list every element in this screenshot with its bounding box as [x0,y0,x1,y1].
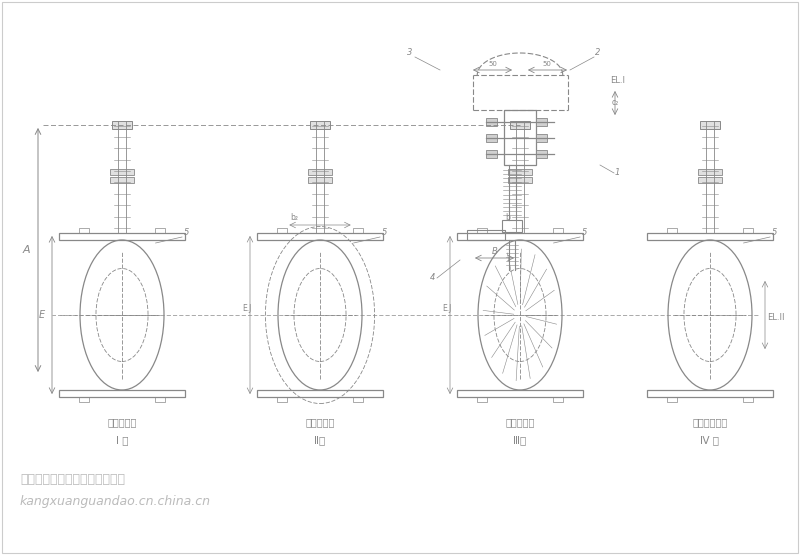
Text: A: A [22,245,30,255]
Text: 5: 5 [184,228,190,237]
Text: 2: 2 [595,48,600,57]
Text: 沧州康轩管道装备销售有限公司: 沧州康轩管道装备销售有限公司 [20,473,125,486]
Text: （铸铁管型）: （铸铁管型） [692,417,728,427]
Text: （基准型）: （基准型） [107,417,137,427]
Bar [508,169,532,175]
Bar [155,228,165,233]
Bar [698,169,722,175]
Text: （保温型）: （保温型） [306,417,334,427]
Text: （保冷型）: （保冷型） [506,417,534,427]
Bar [536,150,547,158]
Bar [457,390,583,397]
Bar [504,110,536,165]
Bar [457,233,583,240]
Bar [308,176,332,183]
Bar [553,228,562,233]
Bar [467,230,505,240]
Bar [277,228,287,233]
Bar [310,120,330,129]
Bar [477,228,487,233]
Text: Ⅱ型: Ⅱ型 [314,435,326,445]
Text: 1: 1 [615,168,620,177]
Text: 4: 4 [430,273,435,282]
Bar [502,220,522,232]
Bar [486,118,497,126]
Bar [742,397,753,402]
Text: b₂: b₂ [290,213,298,222]
Text: E.J: E.J [242,304,251,313]
Bar [553,397,562,402]
Text: 50: 50 [489,61,498,67]
Text: 5: 5 [772,228,778,237]
Text: 50: 50 [542,61,551,67]
Bar [112,120,132,129]
Text: B: B [492,247,498,256]
Text: c₂: c₂ [612,98,619,107]
Text: kangxuanguandao.cn.china.cn: kangxuanguandao.cn.china.cn [20,495,211,508]
Text: Ⅳ 型: Ⅳ 型 [701,435,719,445]
Bar [667,397,677,402]
Text: Ⅰ 型: Ⅰ 型 [116,435,128,445]
Bar [277,397,287,402]
Bar [110,176,134,183]
Bar [536,134,547,142]
Bar [353,228,363,233]
Text: E: E [39,310,45,320]
Bar [308,169,332,175]
Bar [508,176,532,183]
Bar [700,120,720,129]
Text: E.J: E.J [442,304,451,313]
Bar [742,228,753,233]
Text: EL.I: EL.I [610,76,625,85]
Bar [110,169,134,175]
Bar [155,397,165,402]
Bar [257,233,383,240]
Text: EL.II: EL.II [767,313,785,322]
Bar [257,390,383,397]
Bar [59,390,185,397]
Text: 3: 3 [407,48,412,57]
Text: 5: 5 [382,228,387,237]
Bar [477,397,487,402]
Text: b: b [505,213,510,222]
Bar [510,120,530,129]
Bar [353,397,363,402]
Bar [667,228,677,233]
Bar [647,233,773,240]
Bar [698,176,722,183]
Bar [59,233,185,240]
Text: 5: 5 [582,228,587,237]
Bar [647,390,773,397]
Bar [486,150,497,158]
Bar [486,134,497,142]
Text: Ⅲ型: Ⅲ型 [514,435,526,445]
Bar [536,118,547,126]
Bar [79,397,90,402]
Bar [79,228,90,233]
